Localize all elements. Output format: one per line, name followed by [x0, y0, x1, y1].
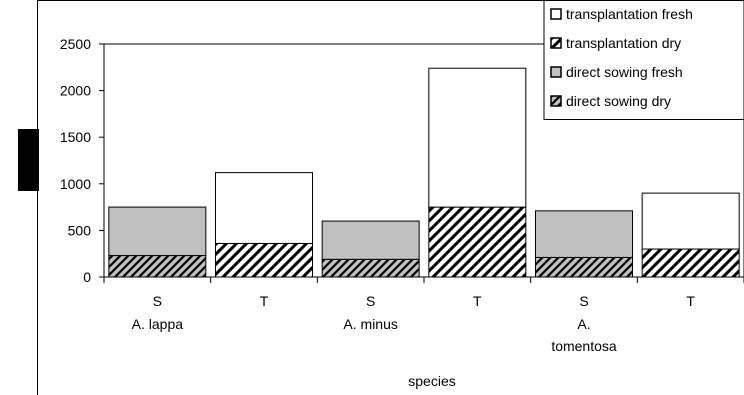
bar-segment-direct-sowing-fresh [108, 206, 207, 257]
bar-segment-direct-sowing-fresh [535, 210, 633, 258]
category-species-label: A. minus [343, 316, 397, 332]
y-tick-label: 0 [83, 269, 91, 285]
bar-segment-direct-sowing-dry [321, 258, 420, 278]
legend-label: transplantation fresh [566, 6, 693, 22]
legend-swatch [550, 37, 562, 49]
category-method-label: S [366, 293, 375, 309]
category-method-label: T [686, 293, 695, 309]
legend-box [543, 0, 744, 120]
bar-segment-transplantation-dry [215, 242, 313, 278]
y-tick-label: 500 [68, 222, 92, 238]
legend-label: direct sowing dry [566, 93, 671, 109]
legend-label: transplantation dry [566, 35, 681, 51]
x-axis-title: species [408, 373, 455, 389]
y-tick-label: 1000 [60, 176, 91, 192]
category-method-label: S [579, 293, 588, 309]
redaction-block [18, 129, 39, 191]
bar-segment-direct-sowing-dry [535, 256, 633, 278]
bar-segment-direct-sowing-dry [108, 255, 207, 278]
category-method-label: T [260, 293, 269, 309]
category-method-label: T [473, 293, 482, 309]
bar-segment-transplantation-fresh [428, 67, 527, 208]
y-tick-label: 2000 [60, 83, 91, 99]
legend-label: direct sowing fresh [566, 64, 683, 80]
bar-segment-transplantation-dry [428, 206, 527, 278]
category-species-label: A. [577, 316, 590, 332]
category-species-label: tomentosa [551, 338, 617, 354]
bar-segment-transplantation-fresh [215, 172, 313, 244]
y-tick-label: 1500 [60, 129, 91, 145]
legend: transplantation fresh transplantation dry… [543, 0, 744, 120]
legend-swatch [550, 8, 562, 20]
bar-segment-transplantation-dry [641, 248, 740, 278]
bar-segment-direct-sowing-fresh [321, 220, 420, 260]
bar-segment-transplantation-fresh [641, 192, 740, 250]
legend-swatch [550, 95, 562, 107]
y-tick-label: 2500 [60, 36, 91, 52]
category-method-label: S [153, 293, 162, 309]
category-species-label: A. lappa [132, 316, 184, 332]
legend-swatch [550, 66, 562, 78]
